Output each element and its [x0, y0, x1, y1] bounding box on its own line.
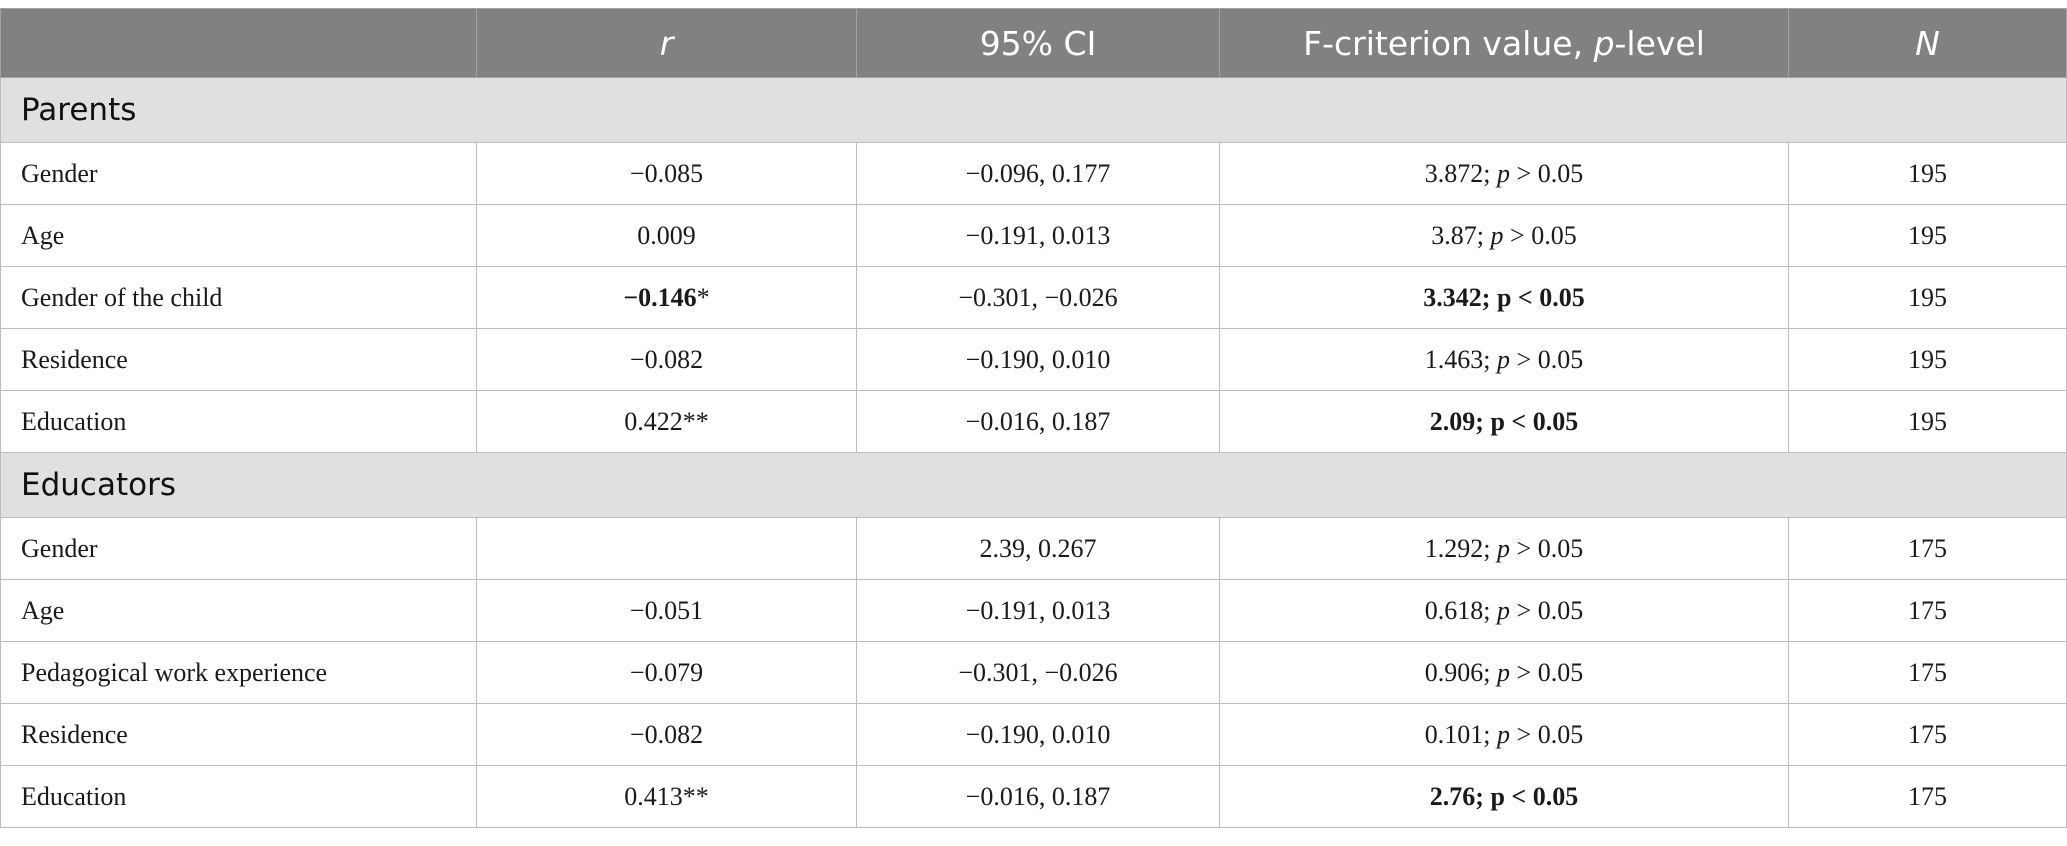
ci-value: −0.301, −0.026 — [856, 266, 1220, 329]
row-label: Gender — [0, 142, 477, 205]
ci-value: −0.016, 0.187 — [856, 765, 1220, 828]
f-number: 0.101; — [1424, 719, 1498, 749]
f-p-letter: p — [1497, 158, 1511, 188]
row-label: Pedagogical work experience — [0, 641, 477, 704]
f-value: 2.09; p < 0.05 — [1219, 390, 1789, 453]
f-p-value: > 0.05 — [1510, 657, 1584, 687]
n-value: 195 — [1788, 142, 2067, 205]
ci-value: −0.190, 0.010 — [856, 703, 1220, 766]
r-value — [476, 517, 857, 580]
table-row: Age −0.051 −0.191, 0.013 0.618; p > 0.05… — [0, 579, 2067, 642]
f-p-value: > 0.05 — [1503, 220, 1577, 250]
f-p-value: > 0.05 — [1510, 719, 1584, 749]
n-value: 195 — [1788, 204, 2067, 267]
group-row-educators: Educators — [0, 452, 2067, 518]
f-number: 1.463; — [1424, 344, 1498, 374]
n-value: 175 — [1788, 579, 2067, 642]
n-value: 175 — [1788, 703, 2067, 766]
f-number: 3.872; — [1424, 158, 1498, 188]
group-title-educators: Educators — [0, 452, 2067, 518]
f-value: 1.463; p > 0.05 — [1219, 328, 1789, 391]
f-p-value: > 0.05 — [1510, 344, 1584, 374]
group-row-parents: Parents — [0, 77, 2067, 143]
header-variable — [0, 8, 477, 78]
ci-value: −0.096, 0.177 — [856, 142, 1220, 205]
row-label: Age — [0, 579, 477, 642]
table-row: Education 0.422** −0.016, 0.187 2.09; p … — [0, 390, 2067, 453]
row-label: Residence — [0, 703, 477, 766]
ci-value: 2.39, 0.267 — [856, 517, 1220, 580]
r-number: −0.146 — [623, 282, 697, 312]
f-p-letter: p — [1497, 344, 1511, 374]
table-row: Gender 2.39, 0.267 1.292; p > 0.05 175 — [0, 517, 2067, 580]
table-row: Education 0.413** −0.016, 0.187 2.76; p … — [0, 765, 2067, 828]
group-title-parents: Parents — [0, 77, 2067, 143]
f-number: 3.87; — [1431, 220, 1491, 250]
f-p-letter: p — [1490, 220, 1504, 250]
ci-value: −0.191, 0.013 — [856, 204, 1220, 267]
row-label: Gender of the child — [0, 266, 477, 329]
f-value: 3.87; p > 0.05 — [1219, 204, 1789, 267]
table-row: Gender of the child −0.146* −0.301, −0.0… — [0, 266, 2067, 329]
results-table: r 95% CI F-criterion value, p-level N Pa… — [0, 8, 2067, 828]
f-number: 0.906; — [1424, 657, 1498, 687]
f-p-letter: p — [1497, 533, 1511, 563]
f-p-letter: p — [1497, 595, 1511, 625]
header-ci: 95% CI — [856, 8, 1220, 78]
r-value: −0.085 — [476, 142, 857, 205]
n-value: 175 — [1788, 765, 2067, 828]
row-label: Education — [0, 390, 477, 453]
row-label: Education — [0, 765, 477, 828]
f-value: 0.618; p > 0.05 — [1219, 579, 1789, 642]
n-value: 195 — [1788, 390, 2067, 453]
r-value: −0.051 — [476, 579, 857, 642]
table-row: Residence −0.082 −0.190, 0.010 1.463; p … — [0, 328, 2067, 391]
f-value: 3.872; p > 0.05 — [1219, 142, 1789, 205]
f-p-letter: p — [1497, 657, 1511, 687]
f-value: 0.906; p > 0.05 — [1219, 641, 1789, 704]
f-value: 0.101; p > 0.05 — [1219, 703, 1789, 766]
ci-value: −0.301, −0.026 — [856, 641, 1220, 704]
f-value: 3.342; p < 0.05 — [1219, 266, 1789, 329]
r-value: 0.413** — [476, 765, 857, 828]
f-value: 1.292; p > 0.05 — [1219, 517, 1789, 580]
row-label: Gender — [0, 517, 477, 580]
r-value: 0.009 — [476, 204, 857, 267]
table-row: Pedagogical work experience −0.079 −0.30… — [0, 641, 2067, 704]
row-label: Residence — [0, 328, 477, 391]
r-value: −0.079 — [476, 641, 857, 704]
n-value: 195 — [1788, 266, 2067, 329]
table-row: Age 0.009 −0.191, 0.013 3.87; p > 0.05 1… — [0, 204, 2067, 267]
header-f-pre: F-criterion value, — [1303, 23, 1594, 63]
header-n-label: N — [1915, 23, 1940, 63]
header-f-criterion: F-criterion value, p-level — [1219, 8, 1789, 78]
r-value: −0.082 — [476, 328, 857, 391]
f-number: 0.618; — [1424, 595, 1498, 625]
header-row: r 95% CI F-criterion value, p-level N — [0, 8, 2067, 78]
ci-value: −0.190, 0.010 — [856, 328, 1220, 391]
r-value: −0.082 — [476, 703, 857, 766]
n-value: 175 — [1788, 517, 2067, 580]
ci-value: −0.191, 0.013 — [856, 579, 1220, 642]
header-f-p: p — [1593, 23, 1615, 63]
table-row: Residence −0.082 −0.190, 0.010 0.101; p … — [0, 703, 2067, 766]
f-p-value: > 0.05 — [1510, 533, 1584, 563]
n-value: 195 — [1788, 328, 2067, 391]
header-r: r — [476, 8, 857, 78]
f-p-value: > 0.05 — [1510, 158, 1584, 188]
header-f-post: -level — [1614, 23, 1705, 63]
ci-value: −0.016, 0.187 — [856, 390, 1220, 453]
f-value: 2.76; p < 0.05 — [1219, 765, 1789, 828]
header-r-label: r — [659, 23, 674, 63]
r-value: −0.146* — [476, 266, 857, 329]
header-n: N — [1788, 8, 2067, 78]
n-value: 175 — [1788, 641, 2067, 704]
f-number: 1.292; — [1424, 533, 1498, 563]
row-label: Age — [0, 204, 477, 267]
r-value: 0.422** — [476, 390, 857, 453]
r-significance: * — [696, 282, 710, 312]
f-p-letter: p — [1497, 719, 1511, 749]
f-p-value: > 0.05 — [1510, 595, 1584, 625]
table-row: Gender −0.085 −0.096, 0.177 3.872; p > 0… — [0, 142, 2067, 205]
